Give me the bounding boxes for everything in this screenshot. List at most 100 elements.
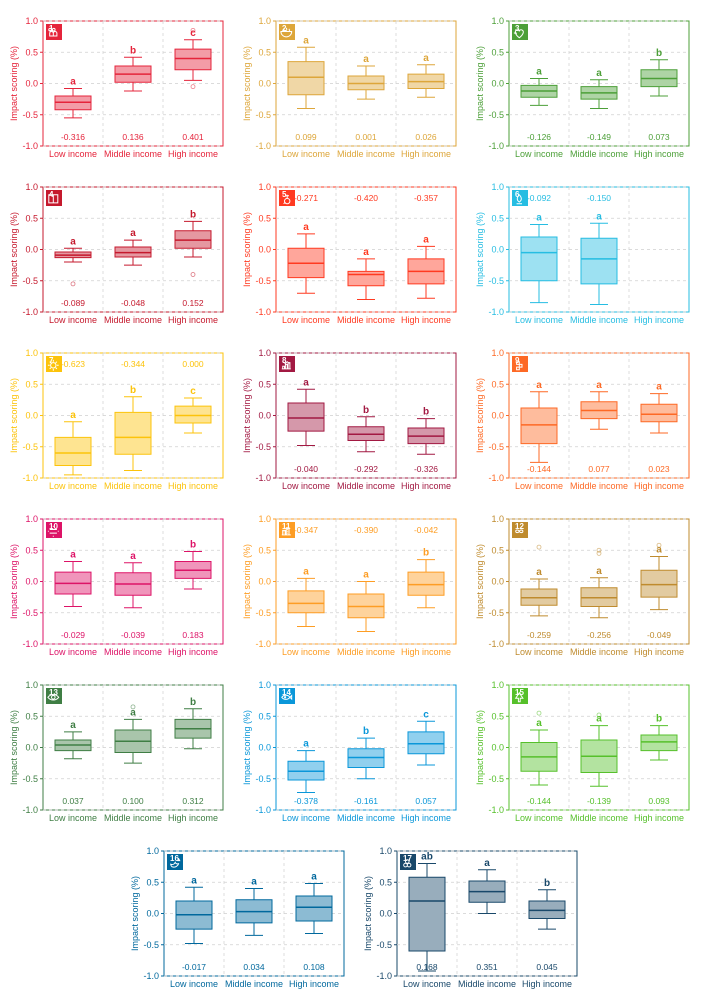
svg-text:Low income: Low income [282, 481, 330, 491]
svg-text:0.0: 0.0 [25, 79, 38, 89]
svg-text:b: b [544, 878, 550, 889]
svg-text:0.5: 0.5 [491, 47, 504, 57]
svg-text:Low income: Low income [49, 315, 97, 325]
svg-text:Low income: Low income [282, 813, 330, 823]
svg-text:c: c [190, 28, 196, 39]
svg-text:-0.161: -0.161 [354, 796, 378, 806]
svg-text:High income: High income [168, 481, 218, 491]
svg-text:0.001: 0.001 [355, 132, 377, 142]
svg-text:Impact scoring (%): Impact scoring (%) [9, 46, 19, 121]
svg-text:-0.150: -0.150 [587, 193, 611, 203]
svg-text:b: b [363, 726, 369, 737]
svg-text:1.0: 1.0 [258, 16, 271, 26]
svg-text:-0.149: -0.149 [587, 132, 611, 142]
svg-text:8: 8 [282, 356, 287, 365]
svg-text:Low income: Low income [282, 315, 330, 325]
svg-text:a: a [484, 858, 490, 869]
svg-text:0.0: 0.0 [258, 411, 271, 421]
svg-text:-1.0: -1.0 [255, 141, 271, 151]
svg-text:0.000: 0.000 [182, 359, 204, 369]
svg-text:Impact scoring (%): Impact scoring (%) [9, 710, 19, 785]
svg-text:0.057: 0.057 [415, 796, 437, 806]
svg-text:-0.5: -0.5 [255, 774, 271, 784]
svg-text:a: a [423, 53, 429, 64]
svg-text:-0.259: -0.259 [527, 630, 551, 640]
svg-text:-0.347: -0.347 [294, 525, 318, 535]
svg-text:Low income: Low income [282, 149, 330, 159]
svg-text:Impact scoring (%): Impact scoring (%) [475, 544, 485, 619]
svg-text:0.0: 0.0 [25, 245, 38, 255]
svg-text:1.0: 1.0 [491, 16, 504, 26]
svg-text:Low income: Low income [515, 315, 563, 325]
svg-text:-0.5: -0.5 [22, 110, 38, 120]
svg-text:0.152: 0.152 [182, 298, 204, 308]
svg-text:a: a [363, 570, 369, 581]
svg-text:Impact scoring (%): Impact scoring (%) [242, 212, 252, 287]
svg-text:0.5: 0.5 [146, 877, 159, 887]
svg-text:-0.271: -0.271 [294, 193, 318, 203]
svg-text:0.5: 0.5 [379, 877, 392, 887]
svg-text:a: a [596, 566, 602, 577]
chart-panel-9: -1.0-0.50.00.51.0Impact scoring (%)aaaLo… [471, 342, 696, 498]
svg-text:a: a [130, 707, 136, 718]
svg-text:Low income: Low income [49, 647, 97, 657]
svg-text:b: b [190, 540, 196, 551]
svg-text:Middle income: Middle income [570, 647, 628, 657]
svg-text:-1.0: -1.0 [488, 473, 504, 483]
svg-text:0.5: 0.5 [491, 545, 504, 555]
svg-text:-1.0: -1.0 [255, 307, 271, 317]
svg-text:-0.048: -0.048 [121, 298, 145, 308]
svg-text:-1.0: -1.0 [22, 307, 38, 317]
svg-text:High income: High income [401, 647, 451, 657]
svg-text:a: a [303, 566, 309, 577]
svg-text:Low income: Low income [49, 481, 97, 491]
svg-text:High income: High income [522, 979, 572, 989]
svg-text:b: b [656, 48, 662, 59]
chart-panel-15: -1.0-0.50.00.51.0Impact scoring (%)aabLo… [471, 674, 696, 830]
svg-text:a: a [70, 720, 76, 731]
svg-text:-1.0: -1.0 [488, 639, 504, 649]
svg-text:Low income: Low income [403, 979, 451, 989]
svg-text:1.0: 1.0 [258, 514, 271, 524]
svg-text:b: b [363, 405, 369, 416]
svg-text:1.0: 1.0 [25, 16, 38, 26]
svg-text:Middle income: Middle income [570, 813, 628, 823]
svg-text:Middle income: Middle income [337, 149, 395, 159]
svg-text:0.5: 0.5 [258, 711, 271, 721]
svg-text:Low income: Low income [515, 813, 563, 823]
svg-text:Impact scoring (%): Impact scoring (%) [475, 378, 485, 453]
svg-text:0.0: 0.0 [25, 577, 38, 587]
svg-text:a: a [303, 35, 309, 46]
svg-text:-1.0: -1.0 [255, 805, 271, 815]
chart-panel-4: -1.0-0.50.00.51.0Impact scoring (%)aabLo… [5, 176, 230, 332]
svg-text:-1.0: -1.0 [376, 971, 392, 981]
svg-text:-0.5: -0.5 [488, 774, 504, 784]
svg-text:-0.5: -0.5 [376, 940, 392, 950]
svg-text:Middle income: Middle income [337, 647, 395, 657]
svg-text:a: a [70, 410, 76, 421]
svg-text:-0.029: -0.029 [61, 630, 85, 640]
svg-text:-0.344: -0.344 [121, 359, 145, 369]
svg-text:a: a [536, 567, 542, 578]
svg-text:-0.5: -0.5 [488, 110, 504, 120]
chart-panel-2: -1.0-0.50.00.51.0Impact scoring (%)aaaLo… [238, 10, 463, 166]
svg-text:0.312: 0.312 [182, 796, 204, 806]
svg-text:b: b [190, 209, 196, 220]
svg-text:-0.042: -0.042 [414, 525, 438, 535]
svg-text:High income: High income [289, 979, 339, 989]
svg-text:a: a [363, 54, 369, 65]
svg-text:Impact scoring (%): Impact scoring (%) [363, 876, 373, 951]
svg-text:0.5: 0.5 [491, 213, 504, 223]
svg-text:-0.039: -0.039 [121, 630, 145, 640]
svg-text:-0.5: -0.5 [22, 276, 38, 286]
svg-text:0.5: 0.5 [25, 213, 38, 223]
svg-text:-0.5: -0.5 [255, 110, 271, 120]
svg-text:a: a [596, 68, 602, 79]
svg-text:-0.316: -0.316 [61, 132, 85, 142]
svg-text:b: b [423, 407, 429, 418]
svg-text:a: a [311, 872, 317, 883]
svg-text:a: a [596, 380, 602, 391]
svg-text:Middle income: Middle income [104, 315, 162, 325]
svg-text:a: a [656, 545, 662, 556]
svg-text:1.0: 1.0 [146, 846, 159, 856]
